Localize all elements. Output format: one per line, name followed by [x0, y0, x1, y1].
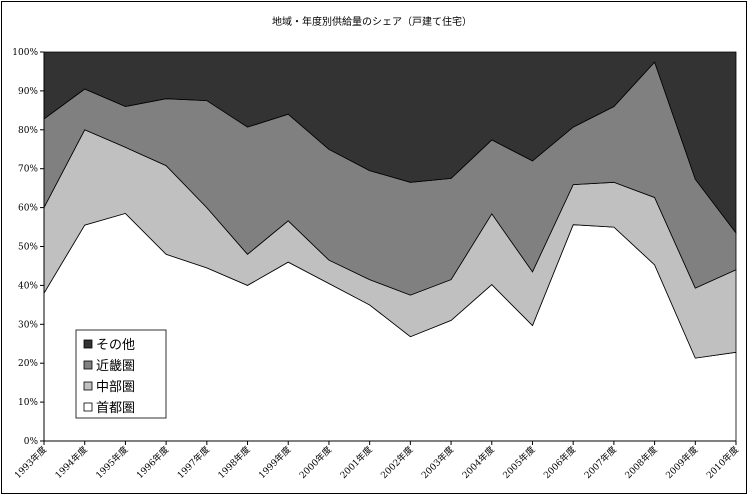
x-tick-label: 2009年度 — [663, 444, 700, 481]
x-tick-label: 1996年度 — [134, 444, 171, 481]
x-tick-label: 2002年度 — [378, 444, 415, 481]
x-tick-label: 1999年度 — [256, 444, 293, 481]
y-tick-label: 40% — [18, 281, 38, 291]
legend-swatch — [83, 360, 93, 370]
x-tick-label: 1993年度 — [12, 444, 49, 481]
y-tick-label: 60% — [18, 204, 38, 214]
x-tick-label: 1994年度 — [52, 444, 89, 481]
y-tick-label: 10% — [18, 398, 38, 408]
x-tick-label: 1995年度 — [93, 444, 130, 481]
y-tick-label: 20% — [18, 359, 38, 369]
x-tick-label: 2008年度 — [622, 444, 659, 481]
x-tick-label: 2000年度 — [297, 444, 334, 481]
x-tick-label: 2001年度 — [337, 444, 374, 481]
y-tick-label: 70% — [18, 165, 38, 175]
y-tick-label: 100% — [12, 48, 38, 58]
x-tick-label: 2005年度 — [500, 444, 537, 481]
y-tick-label: 80% — [18, 126, 38, 136]
x-tick-label: 1998年度 — [215, 444, 252, 481]
legend-label: その他 — [96, 338, 135, 353]
legend-label: 中部圏 — [96, 380, 135, 395]
x-tick-label: 2003年度 — [419, 444, 456, 481]
legend-swatch — [83, 381, 93, 391]
y-tick-label: 90% — [18, 87, 38, 97]
y-tick-label: 50% — [18, 243, 38, 253]
area-series-3 — [43, 51, 737, 235]
x-tick-label: 2007年度 — [582, 444, 619, 481]
x-tick-label: 2004年度 — [459, 444, 496, 481]
legend-label: 首都圏 — [96, 401, 135, 416]
x-tick-label: 1997年度 — [175, 444, 212, 481]
x-tick-label: 2010年度 — [704, 444, 741, 481]
legend-swatch — [83, 339, 93, 349]
legend-label: 近畿圏 — [96, 359, 135, 374]
legend-swatch — [83, 402, 93, 412]
chart-title: 地域・年度別供給量のシェア（戸建て住宅） — [272, 15, 472, 28]
x-tick-label: 2006年度 — [541, 444, 578, 481]
y-tick-label: 0% — [24, 437, 39, 447]
y-tick-label: 30% — [18, 320, 38, 330]
